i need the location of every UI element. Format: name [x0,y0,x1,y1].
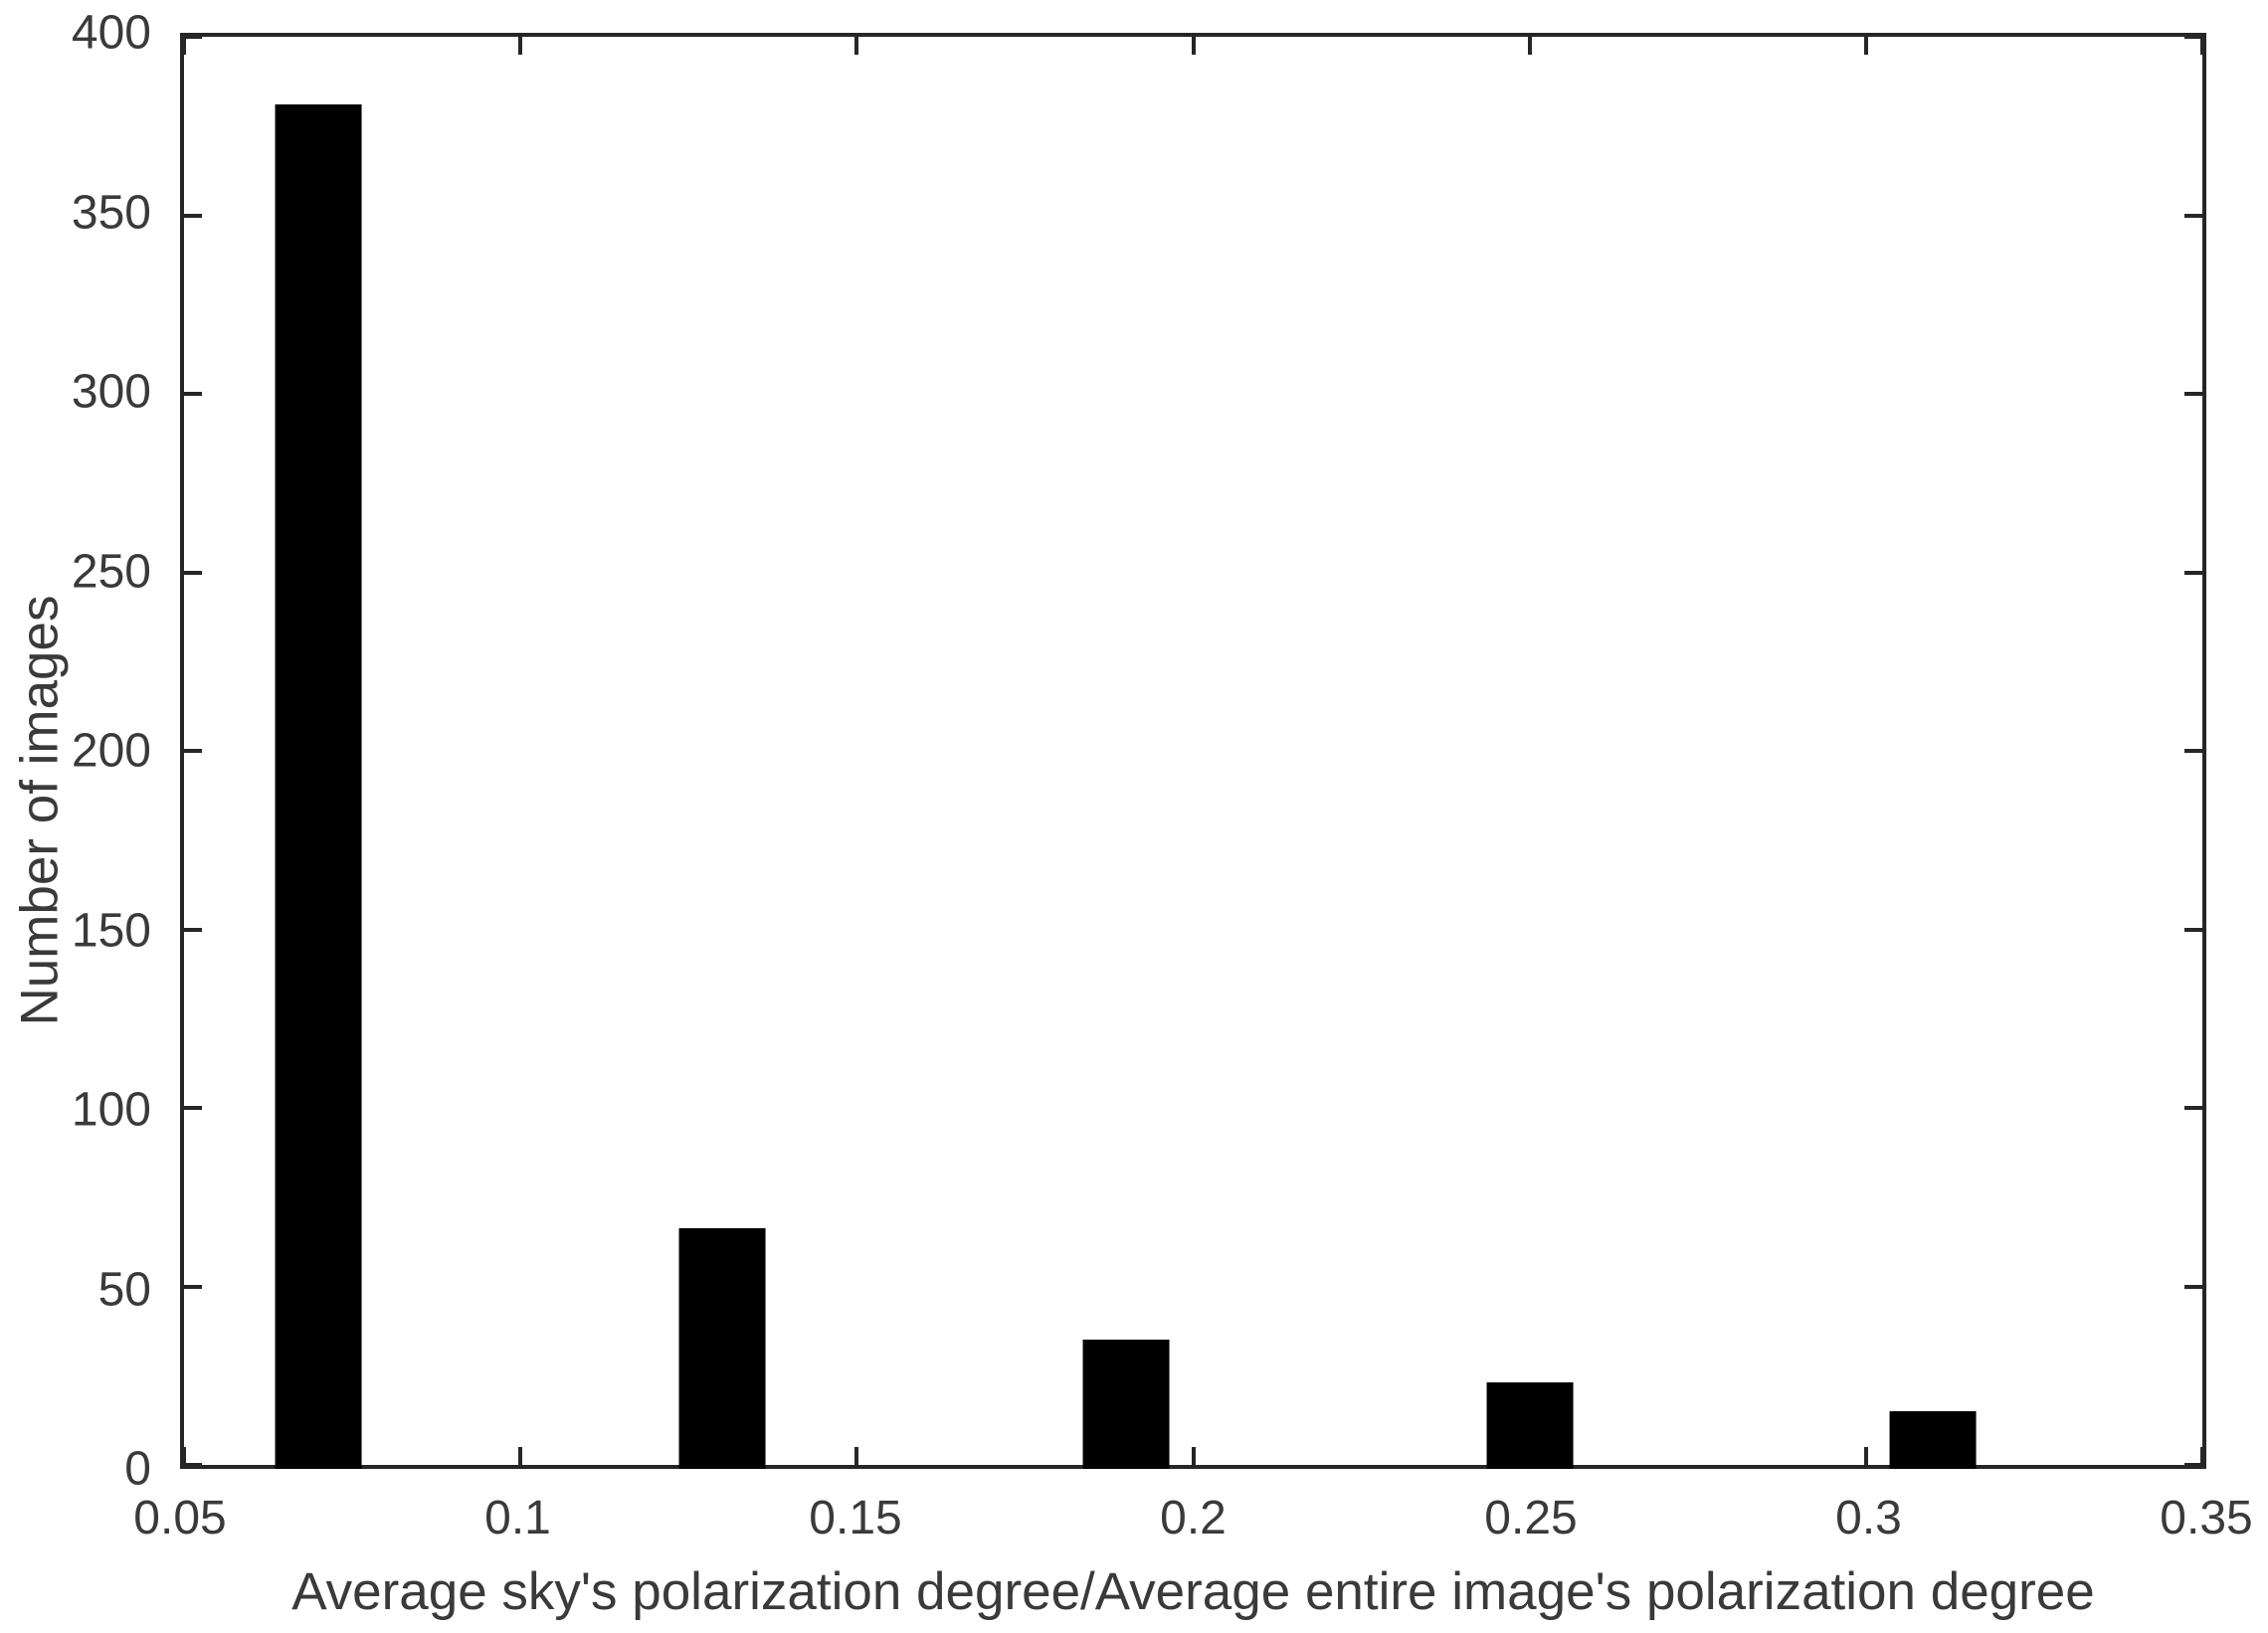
y-tick-mark-right [2184,570,2202,575]
y-tick-mark [184,213,202,218]
x-tick-label: 0.25 [1484,1492,1578,1544]
y-tick-mark-right [2184,1106,2202,1110]
y-tick-mark [184,392,202,396]
x-tick-label: 0.15 [809,1492,902,1544]
x-tick-mark-top [1863,37,1868,55]
x-tick-label: 0.1 [484,1492,551,1544]
x-tick-mark [1191,1447,1196,1465]
x-tick-mark [854,1447,859,1465]
y-tick-mark-right [2184,213,2202,218]
y-tick-label: 50 [97,1263,151,1316]
y-tick-label: 100 [71,1083,151,1137]
x-tick-mark [1863,1447,1868,1465]
y-tick-label: 200 [71,724,151,778]
histogram-bar [678,1227,766,1469]
y-axis-tick-labels: 0 50 100 150 200 250 300 350 400 [0,7,151,1496]
y-tick-mark [184,570,202,575]
y-tick-mark-right [2184,1284,2202,1289]
x-tick-mark [182,1447,186,1465]
y-tick-mark [184,1106,202,1110]
y-tick-label: 250 [71,545,151,598]
x-tick-mark [2200,1447,2204,1465]
y-tick-label: 150 [71,904,151,957]
y-tick-mark-right [2184,927,2202,932]
y-tick-label: 400 [71,6,151,60]
y-tick-mark [184,927,202,932]
y-tick-mark [184,35,202,39]
x-tick-mark-top [2200,37,2204,55]
x-tick-label: 0.05 [133,1492,227,1544]
x-tick-mark-top [182,37,186,55]
histogram-bar [1486,1382,1574,1469]
x-tick-mark-top [1527,37,1532,55]
y-tick-mark-right [2184,392,2202,396]
histogram-bar [1082,1339,1170,1469]
x-tick-mark-top [1191,37,1196,55]
y-tick-label: 350 [71,186,151,239]
y-tick-mark-right [2184,749,2202,753]
x-tick-label: 0.2 [1160,1492,1227,1544]
y-axis-label: Number of images [10,595,70,1026]
y-tick-label: 0 [124,1442,151,1496]
histogram-bar [275,103,362,1469]
y-tick-mark [184,1463,202,1467]
y-tick-mark-right [2184,1463,2202,1467]
y-tick-mark [184,749,202,753]
histogram-bar [1890,1410,1977,1469]
x-axis-tick-labels: 0.05 0.1 0.15 0.2 0.25 0.3 0.35 [133,1491,2252,1550]
plot-area [180,33,2206,1469]
x-tick-mark [518,1447,523,1465]
y-tick-mark [184,1284,202,1289]
y-tick-label: 300 [71,365,151,419]
x-tick-mark-top [854,37,859,55]
x-tick-mark-top [518,37,523,55]
x-axis-label: Average sky's polarization degree/Averag… [291,1562,2095,1621]
x-tick-label: 0.35 [2160,1492,2253,1544]
y-tick-mark-right [2184,35,2202,39]
x-tick-label: 0.3 [1835,1492,1902,1544]
